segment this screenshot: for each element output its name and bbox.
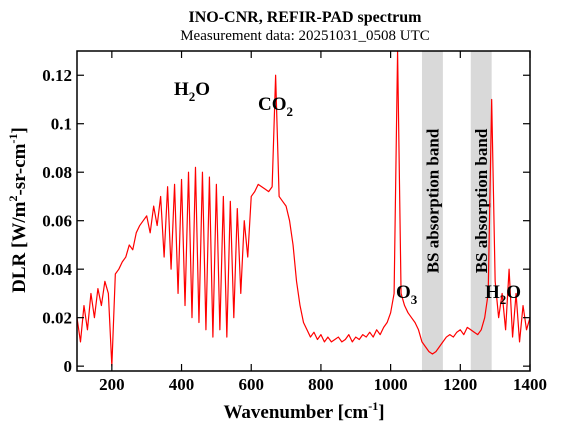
y-tick-label: 0.08 <box>42 163 72 182</box>
band-label: BS absorption band <box>423 128 442 273</box>
band <box>421 51 443 371</box>
x-tick-label: 1200 <box>443 375 477 394</box>
annotation: H2O <box>485 282 521 307</box>
x-tick-label: 400 <box>169 375 195 394</box>
x-axis-label: Wavenumber [cm-1] <box>223 399 384 423</box>
band <box>470 51 492 371</box>
annotation: O3 <box>396 282 418 307</box>
plot <box>76 50 531 367</box>
x-tick-label: 200 <box>99 375 125 394</box>
chart-subtitle: Measurement data: 20251031_0508 UTC <box>180 28 430 44</box>
x-tick-label: 1400 <box>513 375 547 394</box>
x-tick-label: 1000 <box>374 375 408 394</box>
spectrum-line <box>76 50 531 367</box>
y-tick-label: 0.06 <box>42 212 72 231</box>
x-tick-label: 600 <box>238 375 264 394</box>
annotation: H2O <box>174 79 210 104</box>
band-label: BS absorption band <box>472 128 491 273</box>
plot-frame <box>76 50 531 372</box>
annotation: CO2 <box>258 94 293 119</box>
x-tick-label: 800 <box>308 375 334 394</box>
y-tick-label: 0.02 <box>42 309 72 328</box>
chart-title: INO-CNR, REFIR-PAD spectrum <box>188 9 422 26</box>
bands: BS absorption band BS absorption band <box>421 51 492 371</box>
y-tick-label: 0.12 <box>42 66 72 85</box>
y-tick-label: 0 <box>64 357 73 376</box>
y-tick-label: 0.04 <box>42 260 72 279</box>
axes: 200 400 600 800 1000 1200 1400 0 0.02 0.04 0.06 0.0… <box>42 50 547 394</box>
y-tick-label: 0.1 <box>51 115 72 134</box>
y-axis-label: DLR [W/m2-sr-cm-1] <box>6 127 30 293</box>
